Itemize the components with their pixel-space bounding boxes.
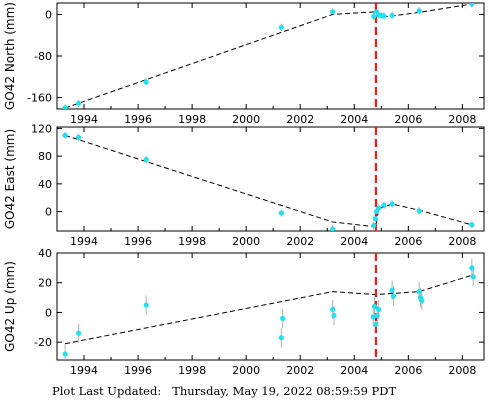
- x-tick-label: 1998: [178, 235, 206, 248]
- y-tick-label: 0: [45, 8, 52, 21]
- y-tick-label: 120: [31, 122, 52, 135]
- y-tick-label: -20: [34, 336, 52, 349]
- data-point: [76, 134, 82, 140]
- data-point: [280, 315, 286, 321]
- footer-timestamp: Thursday, May 19, 2022 08:59:59 PDT: [172, 384, 397, 398]
- x-tick-label: 2000: [232, 364, 260, 377]
- data-point: [278, 24, 284, 31]
- x-tick-label: 1996: [124, 364, 152, 377]
- y-tick-label: 0: [45, 206, 52, 219]
- x-tick-label: 1994: [70, 364, 98, 377]
- data-point: [416, 289, 422, 295]
- model-line: [64, 3, 472, 109]
- plot-frame: [56, 126, 485, 232]
- x-tick-label: 1996: [124, 113, 152, 126]
- y-axis-label: GO42 East (mm): [3, 129, 17, 229]
- data-point: [62, 105, 68, 109]
- plot-frame: [56, 2, 485, 110]
- y-tick-label: -80: [34, 50, 52, 63]
- x-tick-label: 2002: [286, 235, 314, 248]
- x-tick-label: 2000: [232, 113, 260, 126]
- data-point: [371, 222, 377, 229]
- data-point: [331, 312, 337, 319]
- up-panel: 1994 1996 1998 2000 2002 2004 2006 2008 40 20 0 -20…: [3, 247, 485, 377]
- x-tick-label: 2004: [340, 235, 368, 248]
- x-tick-label: 1994: [70, 113, 98, 126]
- x-tick-label: 2004: [340, 113, 368, 126]
- data-point: [62, 351, 68, 357]
- y-axis-label: GO42 North (mm): [3, 2, 17, 110]
- data-point: [374, 312, 380, 319]
- x-tick-label: 1996: [124, 235, 152, 248]
- data-point: [381, 13, 387, 19]
- east-panel: 1994 1996 1998 2000 2002 2004 2006 2008 120 80 40 0…: [3, 122, 485, 248]
- data-point: [390, 293, 397, 299]
- data-point: [278, 335, 284, 341]
- data-point: [371, 13, 377, 20]
- plot-frame: [56, 252, 485, 361]
- north-panel: 1994 1996 1998 2000 2002 2004 2006 2008 0 -80 -160…: [3, 2, 485, 126]
- data-point: [143, 302, 149, 308]
- data-point: [469, 265, 475, 271]
- y-axis-label: GO42 Up (mm): [3, 261, 17, 352]
- y-tick-label: 40: [38, 247, 52, 260]
- data-point: [419, 297, 425, 304]
- x-tick-label: 2006: [394, 364, 422, 377]
- data-point: [469, 3, 475, 7]
- data-point: [330, 306, 336, 313]
- y-tick-label: 40: [38, 178, 52, 191]
- x-tick-label: 2000: [232, 235, 260, 248]
- data-point: [373, 321, 379, 327]
- plot-footer: Plot Last Updated: Thursday, May 19, 202…: [52, 384, 396, 398]
- data-point: [62, 132, 68, 138]
- x-tick-label: 2004: [340, 364, 368, 377]
- data-point: [376, 306, 382, 313]
- y-tick-label: 20: [38, 277, 52, 290]
- y-tick-label: 0: [45, 306, 52, 319]
- data-point: [469, 222, 475, 228]
- data-point: [76, 330, 82, 336]
- data-point: [470, 274, 476, 280]
- y-tick-label: 80: [38, 150, 52, 163]
- data-point: [370, 314, 376, 320]
- data-point: [416, 208, 422, 214]
- data-point: [389, 201, 395, 207]
- plot-area: [62, 253, 476, 360]
- data-point: [389, 287, 395, 293]
- data-point: [330, 226, 336, 231]
- x-tick-label: 1998: [178, 113, 206, 126]
- data-point: [389, 12, 395, 19]
- model-line: [65, 274, 472, 345]
- model-line: [64, 134, 472, 228]
- x-tick-label: 2006: [394, 235, 422, 248]
- data-point: [278, 210, 284, 216]
- x-tick-label: 2008: [448, 364, 476, 377]
- y-tick-label: -160: [27, 92, 52, 105]
- x-tick-label: 2006: [394, 113, 422, 126]
- x-tick-label: 2008: [448, 235, 476, 248]
- x-tick-label: 2002: [286, 364, 314, 377]
- x-tick-label: 2002: [286, 113, 314, 126]
- data-point: [143, 79, 149, 85]
- plot-area: [62, 127, 475, 231]
- data-point: [376, 205, 382, 211]
- data-point: [76, 100, 82, 106]
- data-point: [371, 303, 378, 310]
- data-point: [416, 8, 422, 14]
- x-tick-label: 2008: [448, 113, 476, 126]
- data-point: [381, 202, 387, 208]
- plot-area: [62, 3, 475, 109]
- x-tick-label: 1994: [70, 235, 98, 248]
- footer-label: Plot Last Updated:: [52, 384, 162, 398]
- data-point: [330, 9, 336, 15]
- data-point: [143, 156, 149, 163]
- data-point: [372, 215, 378, 222]
- x-tick-label: 1998: [178, 364, 206, 377]
